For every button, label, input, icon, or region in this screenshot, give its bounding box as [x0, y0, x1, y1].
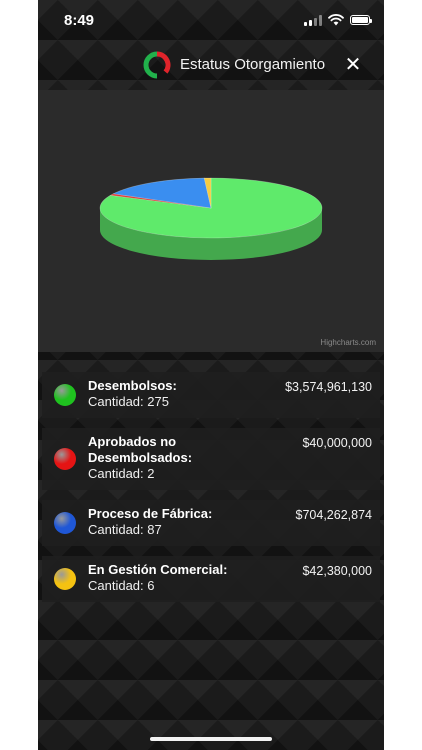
list-item[interactable]: Proceso de Fábrica: Cantidad: 87 $704,262,…: [42, 500, 380, 546]
pie-chart-canvas: [99, 177, 323, 260]
pie-slice[interactable]: [112, 177, 212, 209]
item-count: Cantidad: 2: [88, 466, 155, 481]
header: Estatus Otorgamiento ✕: [38, 44, 384, 84]
item-count: Cantidad: 87: [88, 522, 162, 537]
close-icon: ✕: [344, 53, 362, 76]
battery-icon: [350, 15, 372, 25]
status-icons: [304, 14, 372, 26]
app-screen: 8:49 Estatus Otorgamiento ✕ Highcharts.c…: [38, 0, 384, 750]
item-count: Cantidad: 275: [88, 394, 169, 409]
status-color-dot: [54, 448, 76, 470]
list-item[interactable]: En Gestión Comercial: Cantidad: 6 $42,380,…: [42, 556, 380, 602]
app-logo-icon: [143, 51, 171, 79]
status-time: 8:49: [64, 12, 95, 29]
wifi-icon: [328, 14, 344, 26]
cellular-signal-icon: [304, 14, 322, 26]
home-indicator: [150, 737, 272, 741]
item-amount: $42,380,000: [302, 564, 372, 578]
item-amount: $704,262,874: [295, 508, 372, 522]
status-color-dot: [54, 568, 76, 590]
status-bar: 8:49: [38, 0, 384, 40]
pie-slice-side: [100, 208, 322, 260]
pie-slice[interactable]: [99, 177, 323, 239]
item-name: Desembolsos:: [88, 378, 177, 393]
item-amount: $40,000,000: [302, 436, 372, 450]
status-color-dot: [54, 384, 76, 406]
pie-slice[interactable]: [203, 177, 212, 209]
status-list: Desembolsos: Cantidad: 275 $3,574,961,130 A…: [38, 372, 384, 612]
page-title: Estatus Otorgamiento: [180, 56, 326, 73]
item-amount: $3,574,961,130: [285, 380, 372, 394]
item-name: En Gestión Comercial:: [88, 562, 228, 577]
pie-slice[interactable]: [109, 193, 212, 209]
pie-chart: Highcharts.com: [38, 90, 384, 352]
chart-credits[interactable]: Highcharts.com: [320, 338, 376, 347]
item-name: Aprobados no Desembolsados:: [88, 434, 193, 465]
status-color-dot: [54, 512, 76, 534]
list-item[interactable]: Aprobados no Desembolsados: Cantidad: 2 $4…: [42, 428, 380, 490]
close-button[interactable]: ✕: [340, 51, 366, 77]
item-name: Proceso de Fábrica:: [88, 506, 213, 521]
item-count: Cantidad: 6: [88, 578, 155, 593]
list-item[interactable]: Desembolsos: Cantidad: 275 $3,574,961,130: [42, 372, 380, 418]
